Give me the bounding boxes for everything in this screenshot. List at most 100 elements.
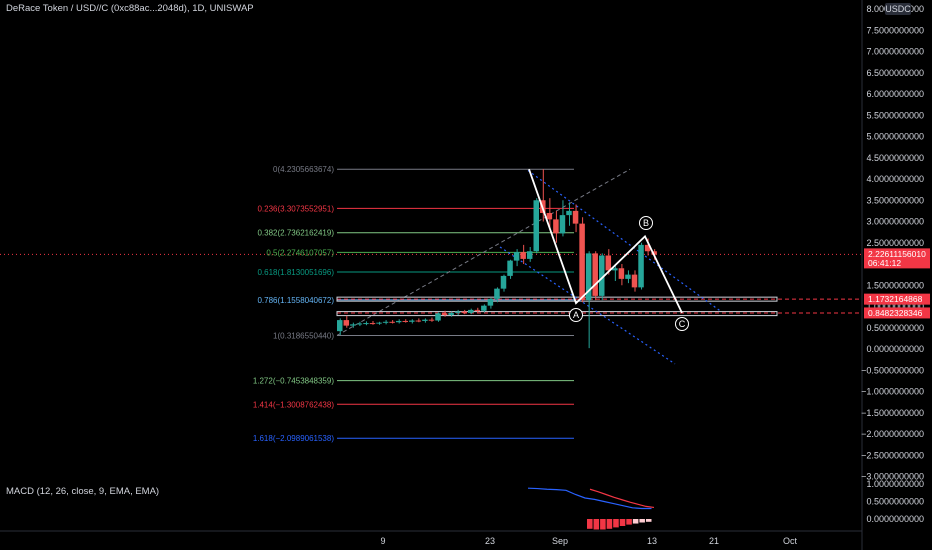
symbol-title: DeRace Token / USD//C (0xc88ac...2048d),… xyxy=(6,3,254,14)
candle-body xyxy=(337,320,343,332)
candle xyxy=(618,264,625,286)
price-tag-label: 1.1732164868 xyxy=(868,294,923,304)
candle-body xyxy=(363,323,369,325)
candle xyxy=(526,247,533,262)
candle xyxy=(507,259,513,279)
candle-body xyxy=(454,311,461,313)
candle xyxy=(389,320,395,324)
macd-histogram-bar xyxy=(600,519,606,530)
candle-body xyxy=(612,268,618,271)
fib-level-label: 1(0.3186550440) xyxy=(273,331,334,340)
x-tick-label: 23 xyxy=(485,536,495,546)
candle xyxy=(448,311,454,317)
candle-body xyxy=(494,288,500,299)
candle-body xyxy=(415,320,422,322)
candle xyxy=(631,270,638,292)
wave-point-label: B xyxy=(643,218,649,228)
price-tag-label: 0.8482328346 xyxy=(868,308,923,318)
y-tick-label: 2.5000000000 xyxy=(866,238,924,248)
macd-histogram-bar xyxy=(632,519,639,524)
candle xyxy=(585,251,592,349)
candle-body xyxy=(409,320,415,322)
candle-body xyxy=(350,324,356,326)
candle-body xyxy=(395,320,402,323)
candle xyxy=(592,251,598,301)
x-tick-label: 13 xyxy=(647,536,657,546)
candle xyxy=(572,204,579,233)
candle xyxy=(454,309,461,315)
y-tick-label: 0.0000000000 xyxy=(866,344,924,354)
candle xyxy=(435,312,441,322)
x-tick-label: 21 xyxy=(709,536,719,546)
y-tick-label: 0.5000000000 xyxy=(866,323,924,333)
candle-body xyxy=(553,219,559,234)
candle xyxy=(520,244,526,264)
candle-body xyxy=(481,305,487,311)
y-tick-label: −2.5000000000 xyxy=(861,450,924,460)
wave-point-label: A xyxy=(573,310,579,320)
y-tick-label: 4.0000000000 xyxy=(866,174,924,184)
candle xyxy=(546,198,553,228)
y-tick-label: 7.5000000000 xyxy=(866,25,924,35)
candle-body xyxy=(585,253,592,301)
macd-histogram-bar xyxy=(639,519,645,523)
fib-level-label: 1.618(−2.0989061538) xyxy=(253,434,335,443)
candle-body xyxy=(559,215,566,234)
macd-histogram-bar xyxy=(626,519,632,525)
candle-body xyxy=(644,244,651,252)
candle xyxy=(337,318,343,335)
wave-point-marker xyxy=(675,317,689,331)
candle xyxy=(409,319,415,324)
wave-point-marker xyxy=(569,308,583,322)
candle xyxy=(494,287,500,303)
fib-level-label: 0.786(1.1558040672) xyxy=(257,296,334,305)
candle-body xyxy=(618,268,625,279)
fib-level-label: 1.272(−0.7453848359) xyxy=(253,377,335,386)
candle-body xyxy=(500,275,507,289)
candle-body xyxy=(448,312,454,315)
candle-body xyxy=(369,323,376,325)
candle xyxy=(566,202,572,226)
fib-level-label: 0.382(2.7362162419) xyxy=(257,229,334,238)
candle xyxy=(559,200,566,237)
fib-level-label: 0.618(1.8130051696) xyxy=(257,268,334,277)
candle xyxy=(382,320,389,325)
zone-box-lower xyxy=(336,311,778,317)
candle-body xyxy=(382,321,389,323)
macd-histogram-bar xyxy=(587,519,593,529)
macd-histogram-bar xyxy=(593,519,600,530)
candle-body xyxy=(625,274,631,279)
candle-body xyxy=(389,321,395,323)
candle xyxy=(638,242,644,290)
fib-level-label: 1.414(−1.3008762438) xyxy=(253,400,335,409)
candle-body xyxy=(572,210,579,224)
candle xyxy=(415,318,422,323)
macd-indicator-title[interactable]: MACD (12, 26, close, 9, EMA, EMA) xyxy=(6,486,160,497)
candle-body xyxy=(376,322,382,324)
y-tick-label: 3.5000000000 xyxy=(866,195,924,205)
candle-body xyxy=(461,311,467,313)
candle xyxy=(487,298,494,309)
y-tick-label: 5.5000000000 xyxy=(866,110,924,120)
x-tick-label: Sep xyxy=(552,536,568,546)
candle-body xyxy=(533,200,539,252)
candle xyxy=(625,270,631,284)
candle xyxy=(553,210,559,243)
candle xyxy=(350,322,356,328)
fib-level-label: 0.5(2.2746107057) xyxy=(266,248,334,257)
candle-body xyxy=(487,298,494,306)
fib-trend-line xyxy=(336,168,631,336)
candle xyxy=(612,264,618,281)
candle xyxy=(428,317,435,322)
candle xyxy=(395,319,402,324)
y-tick-label: 1.5000000000 xyxy=(866,280,924,290)
y-tick-label: 1.0000000000 xyxy=(866,302,924,312)
price-tag-countdown: 06:41:12 xyxy=(868,258,901,268)
candle xyxy=(343,315,350,328)
candle-body xyxy=(592,253,598,296)
candle-body xyxy=(579,223,585,301)
candle-body xyxy=(441,313,448,315)
currency-badge xyxy=(885,3,911,15)
y-tick-label: 6.0000000000 xyxy=(866,89,924,99)
